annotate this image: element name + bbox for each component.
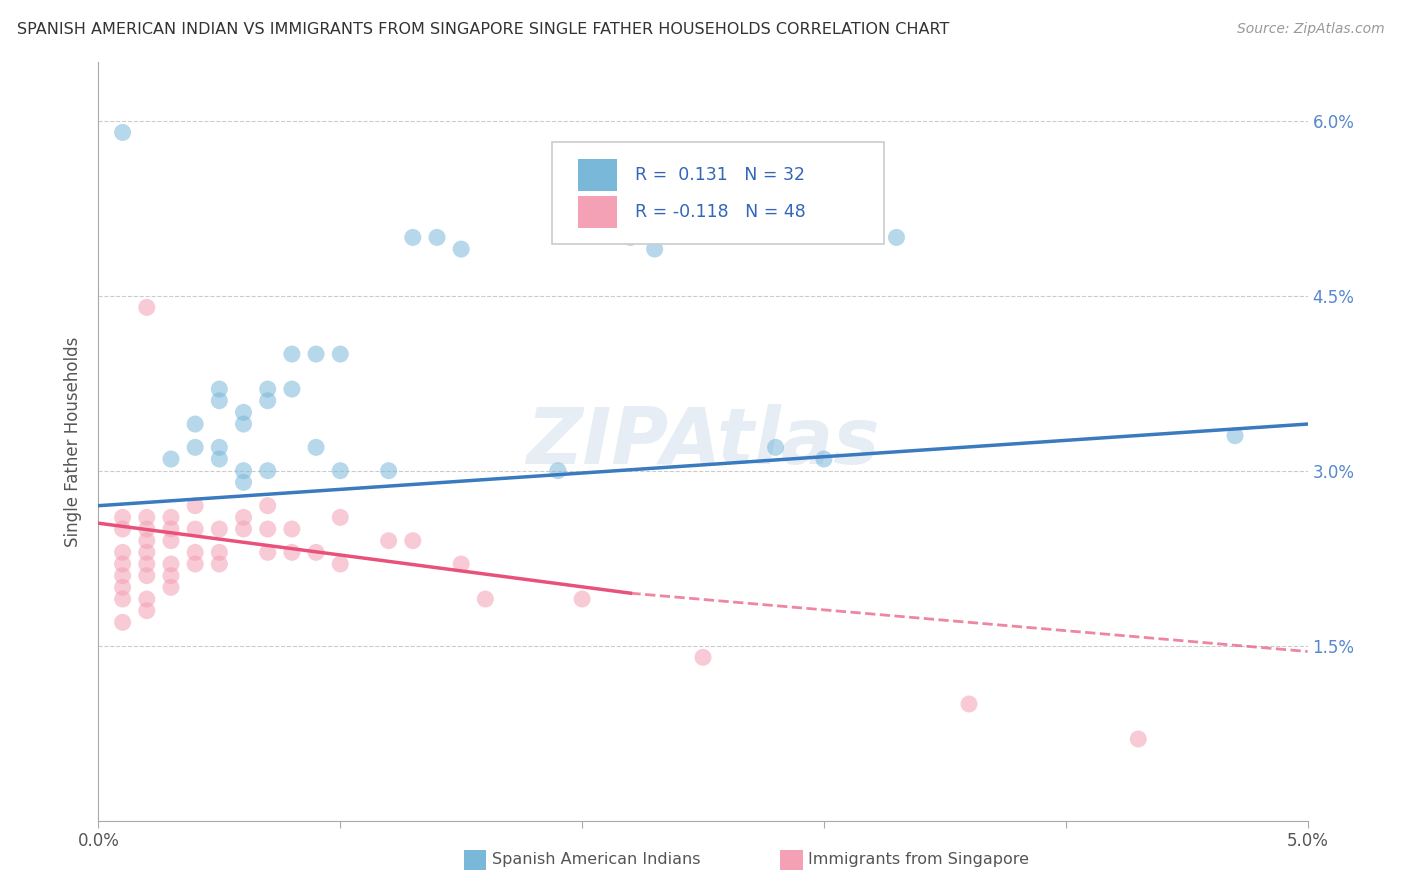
Point — [329, 557, 352, 571]
Point — [111, 580, 134, 594]
Point — [160, 510, 183, 524]
Point — [111, 557, 134, 571]
Text: Spanish American Indians: Spanish American Indians — [492, 853, 700, 867]
Point — [111, 592, 134, 607]
Point — [329, 347, 352, 361]
Point — [547, 464, 569, 478]
Point — [305, 347, 328, 361]
Point — [160, 557, 183, 571]
Point — [160, 533, 183, 548]
Text: SPANISH AMERICAN INDIAN VS IMMIGRANTS FROM SINGAPORE SINGLE FATHER HOUSEHOLDS CO: SPANISH AMERICAN INDIAN VS IMMIGRANTS FR… — [17, 22, 949, 37]
Y-axis label: Single Father Households: Single Father Households — [65, 336, 83, 547]
Point — [232, 510, 254, 524]
Point — [135, 301, 157, 315]
Point — [281, 347, 304, 361]
Point — [208, 557, 231, 571]
Text: ZIPAtlas: ZIPAtlas — [526, 403, 880, 480]
Point — [160, 568, 183, 582]
FancyBboxPatch shape — [578, 159, 617, 191]
Point — [281, 522, 304, 536]
Point — [160, 522, 183, 536]
Point — [184, 557, 207, 571]
Text: Immigrants from Singapore: Immigrants from Singapore — [808, 853, 1029, 867]
Point — [111, 510, 134, 524]
Point — [765, 441, 787, 455]
Point — [208, 441, 231, 455]
Point — [474, 592, 496, 607]
Point — [135, 510, 157, 524]
Point — [232, 522, 254, 536]
Point — [256, 545, 278, 559]
Point — [184, 417, 207, 431]
Point — [135, 545, 157, 559]
Point — [692, 650, 714, 665]
Point — [450, 242, 472, 256]
Text: Source: ZipAtlas.com: Source: ZipAtlas.com — [1237, 22, 1385, 37]
Point — [208, 393, 231, 408]
Point — [184, 545, 207, 559]
Point — [256, 464, 278, 478]
Point — [184, 441, 207, 455]
Point — [111, 615, 134, 630]
Point — [135, 522, 157, 536]
Point — [377, 464, 399, 478]
Point — [111, 568, 134, 582]
FancyBboxPatch shape — [551, 142, 884, 244]
Point — [256, 382, 278, 396]
Point — [160, 452, 183, 467]
Point — [886, 230, 908, 244]
Point — [619, 230, 641, 244]
Point — [232, 405, 254, 419]
Point — [450, 557, 472, 571]
Point — [402, 230, 425, 244]
Point — [232, 417, 254, 431]
Point — [571, 592, 593, 607]
Point — [305, 545, 328, 559]
Point — [184, 522, 207, 536]
Point — [813, 452, 835, 467]
Point — [160, 580, 183, 594]
Point — [208, 522, 231, 536]
Point — [208, 545, 231, 559]
Point — [1223, 428, 1246, 442]
Point — [232, 475, 254, 490]
Point — [256, 393, 278, 408]
Point — [111, 522, 134, 536]
Point — [256, 499, 278, 513]
Point — [402, 533, 425, 548]
Point — [281, 545, 304, 559]
Point — [377, 533, 399, 548]
Point — [135, 568, 157, 582]
Point — [329, 464, 352, 478]
Point — [256, 522, 278, 536]
Point — [135, 592, 157, 607]
Point — [111, 545, 134, 559]
Point — [135, 533, 157, 548]
Text: R =  0.131   N = 32: R = 0.131 N = 32 — [636, 166, 806, 184]
Point — [426, 230, 449, 244]
Point — [135, 557, 157, 571]
Point — [208, 382, 231, 396]
Point — [281, 382, 304, 396]
Point — [644, 242, 666, 256]
Point — [208, 452, 231, 467]
Point — [1128, 731, 1150, 746]
Point — [957, 697, 980, 711]
Point — [232, 464, 254, 478]
Text: R = -0.118   N = 48: R = -0.118 N = 48 — [636, 202, 806, 221]
Point — [305, 441, 328, 455]
Point — [135, 604, 157, 618]
Point — [111, 125, 134, 139]
Point — [184, 499, 207, 513]
Point — [329, 510, 352, 524]
FancyBboxPatch shape — [578, 196, 617, 227]
